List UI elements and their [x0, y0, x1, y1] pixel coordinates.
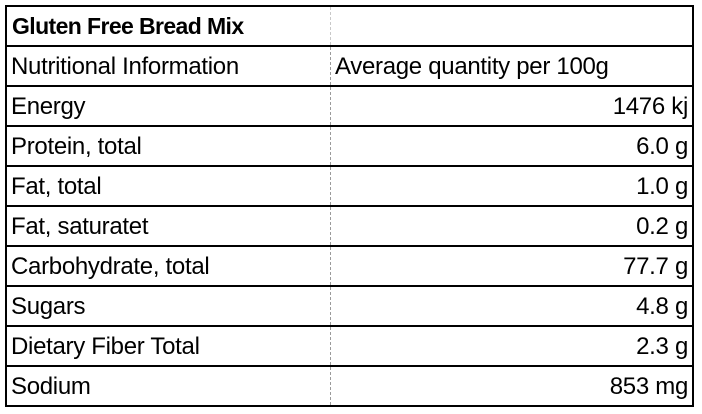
row-value: 1.0 g: [636, 173, 688, 200]
row-label: Fat, total: [11, 173, 102, 200]
header-row: Nutritional Information Average quantity…: [7, 47, 692, 87]
row-value: 1476 kj: [612, 93, 689, 120]
table-body: Nutritional Information Average quantity…: [7, 47, 692, 405]
table-row: Protein, total 6.0 g: [7, 127, 692, 167]
nutrition-table: Gluten Free Bread Mix Nutritional Inform…: [5, 5, 694, 407]
row-label: Fat, saturatet: [11, 213, 149, 240]
row-label: Carbohydrate, total: [11, 253, 210, 280]
table-row: Sodium 853 mg: [7, 367, 692, 405]
header-label: Nutritional Information: [11, 53, 239, 80]
row-value: 6.0 g: [636, 133, 688, 160]
row-label: Dietary Fiber Total: [11, 333, 200, 360]
row-value: 0.2 g: [636, 213, 688, 240]
table-row: Dietary Fiber Total 2.3 g: [7, 327, 692, 367]
row-value: 77.7 g: [623, 253, 688, 280]
row-label: Sugars: [11, 293, 86, 320]
column-divider: [330, 47, 331, 405]
table-row: Fat, total 1.0 g: [7, 167, 692, 207]
table-title: Gluten Free Bread Mix: [12, 13, 244, 39]
row-value: 853 mg: [609, 373, 689, 400]
table-row: Fat, saturatet 0.2 g: [7, 207, 692, 247]
row-label: Sodium: [11, 373, 91, 400]
column-divider: [330, 7, 331, 45]
row-value: 4.8 g: [636, 293, 688, 320]
title-row: Gluten Free Bread Mix: [7, 7, 692, 47]
table-row: Carbohydrate, total 77.7 g: [7, 247, 692, 287]
row-label: Energy: [11, 93, 86, 120]
table-row: Energy 1476 kj: [7, 87, 692, 127]
row-value: 2.3 g: [636, 333, 688, 360]
header-value: Average quantity per 100g: [335, 53, 609, 80]
row-label: Protein, total: [11, 133, 142, 160]
table-row: Sugars 4.8 g: [7, 287, 692, 327]
